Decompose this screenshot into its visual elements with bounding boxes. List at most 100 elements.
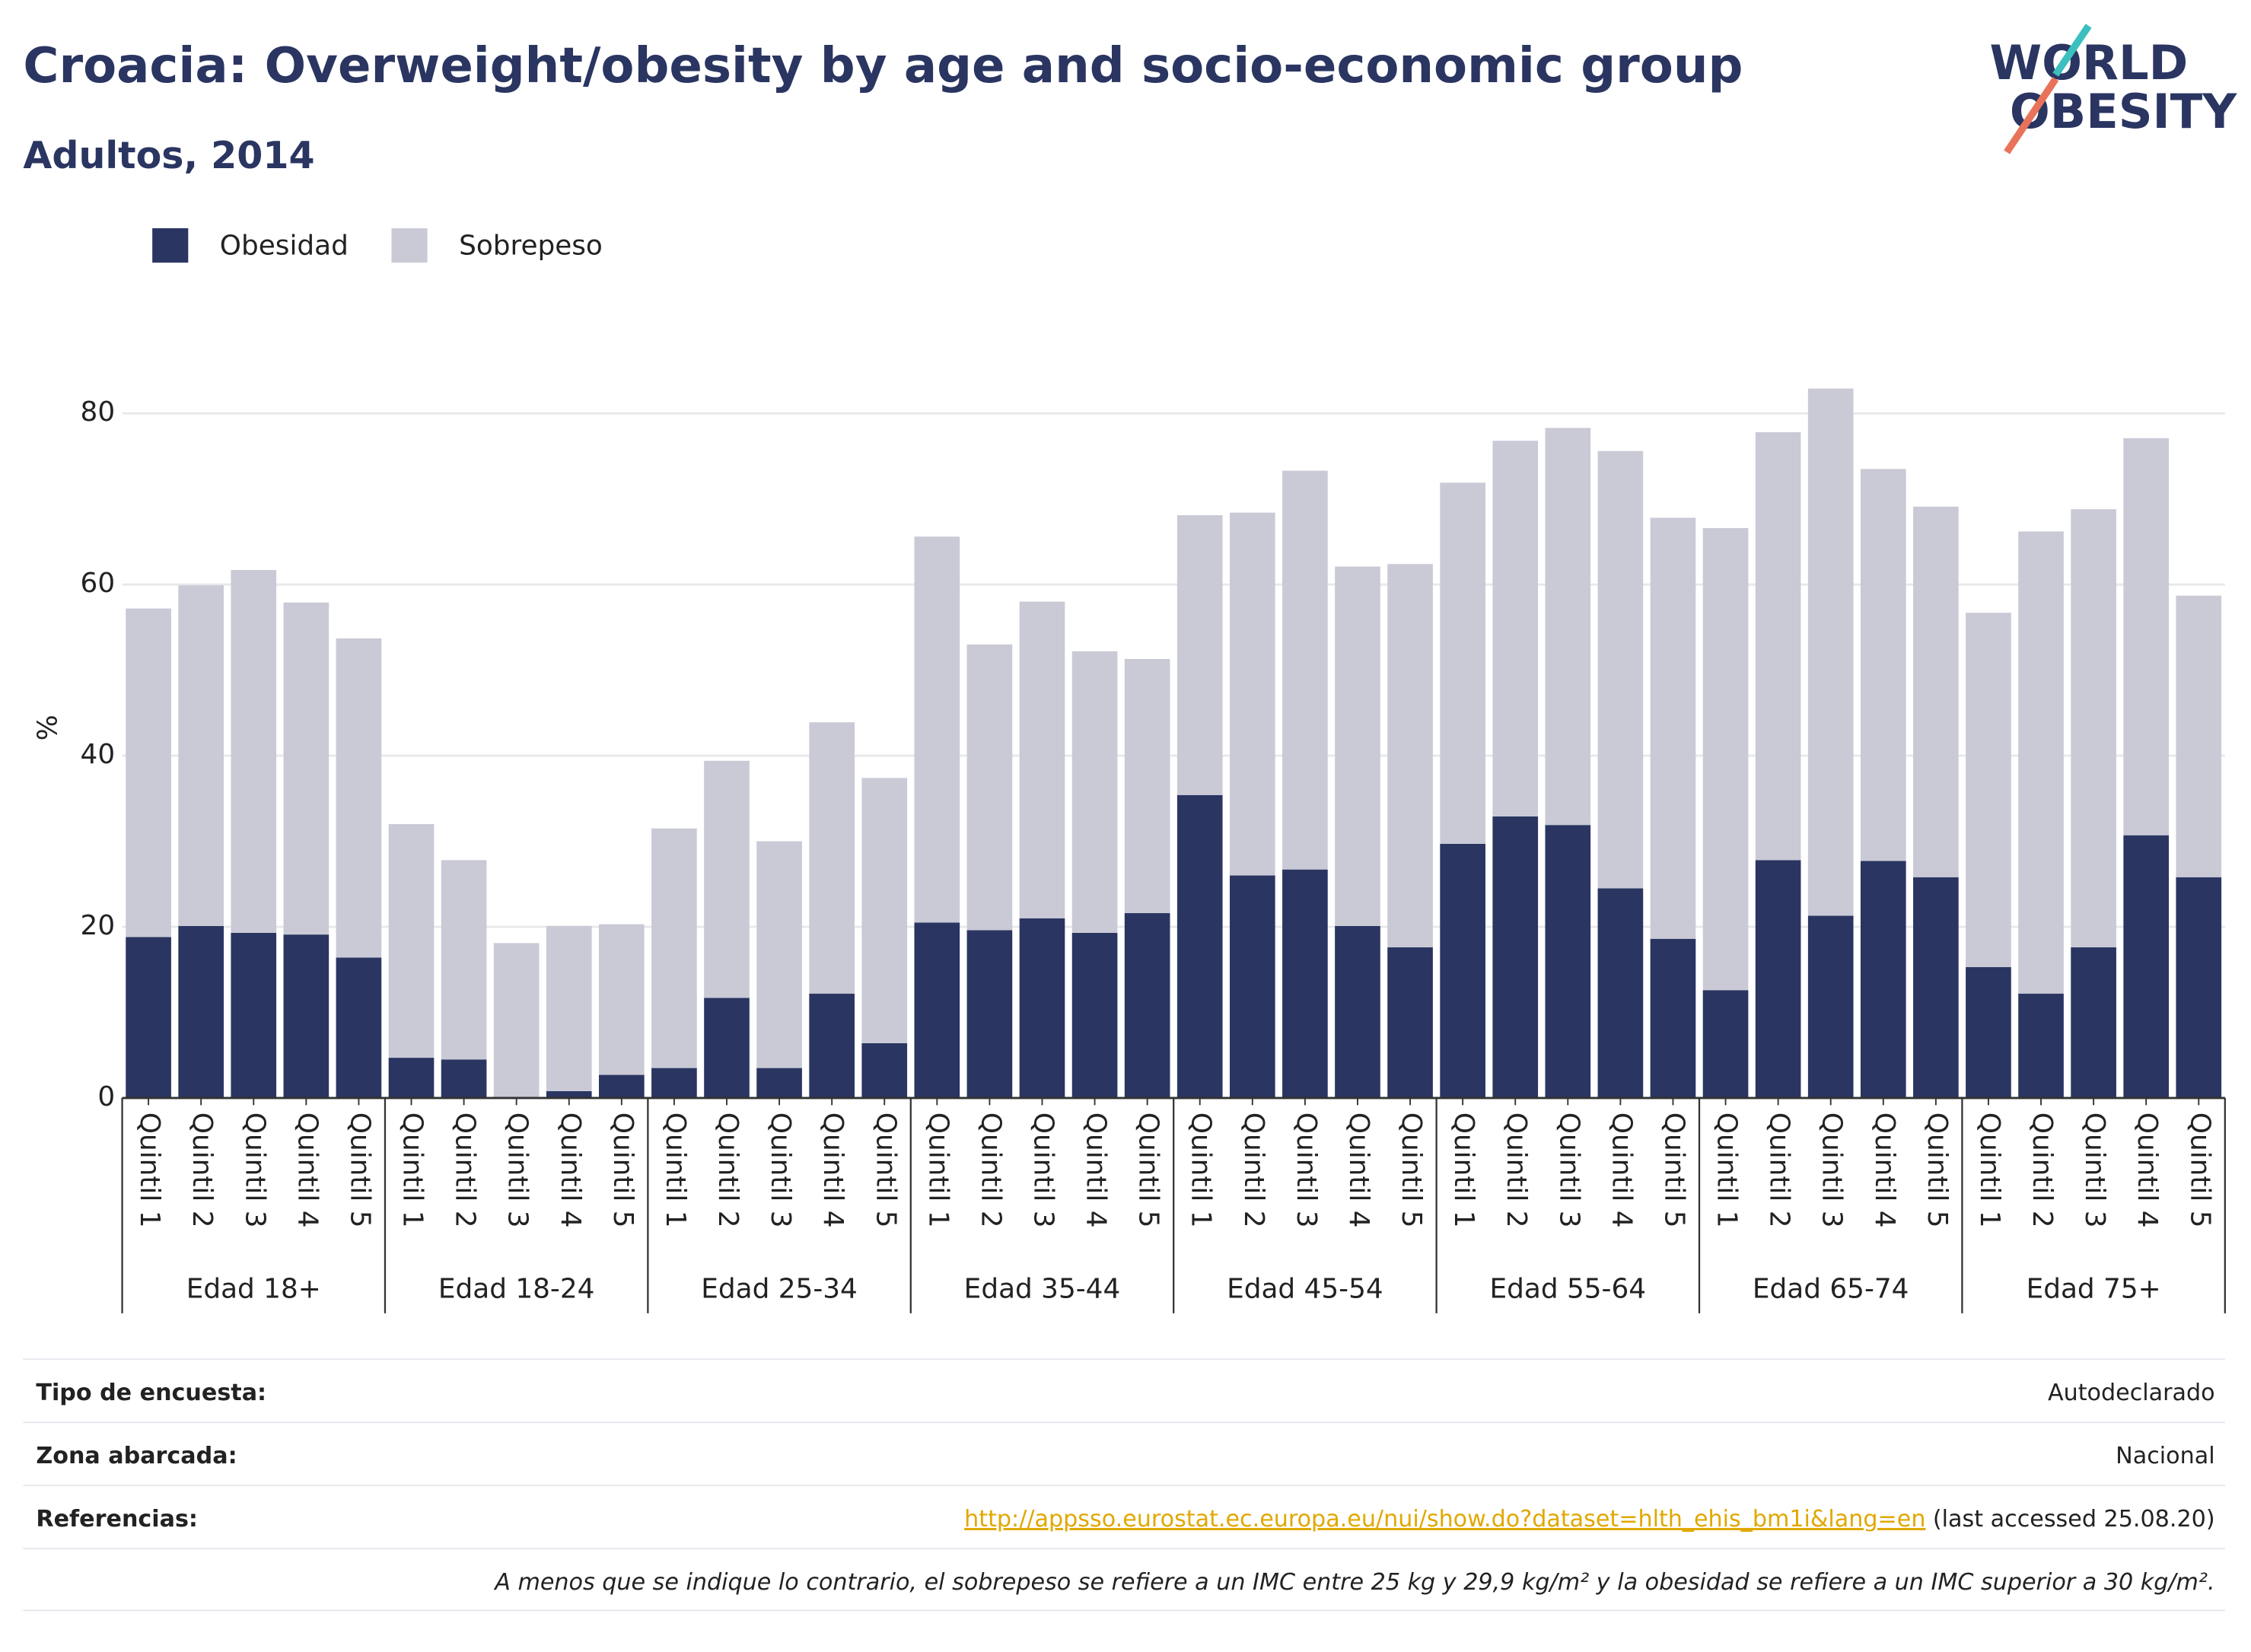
bar [2018, 993, 2064, 1098]
bar [966, 644, 1013, 931]
bar [493, 943, 540, 1098]
x-tick-label: Quintil 3 [1291, 1112, 1322, 1228]
bar [1860, 469, 1906, 861]
x-tick-label: Quintil 5 [1921, 1112, 1953, 1228]
bar [388, 1058, 435, 1098]
bar [1492, 816, 1539, 1098]
reference-link[interactable]: http://appsso.eurostat.ec.europa.eu/nui/… [964, 1506, 1925, 1533]
x-tick-label: Quintil 5 [1396, 1112, 1427, 1228]
group-label: Edad 18-24 [438, 1274, 595, 1305]
bar [2018, 531, 2064, 994]
x-tick-label: Quintil 2 [975, 1112, 1006, 1228]
bar [126, 937, 171, 1098]
bar [1071, 932, 1118, 1098]
bar [966, 930, 1013, 1098]
bar [599, 924, 645, 1075]
x-tick-label: Quintil 2 [1238, 1112, 1269, 1228]
x-tick-label: Quintil 4 [291, 1112, 323, 1228]
y-tick-label: 80 [81, 396, 116, 428]
x-tick-label: Quintil 5 [607, 1112, 638, 1228]
group-label: Edad 45-54 [1227, 1274, 1383, 1305]
x-tick-label: Quintil 3 [2079, 1112, 2110, 1228]
footer-label: Tipo de encuesta: [36, 1380, 266, 1406]
bar [599, 1074, 645, 1098]
bar [809, 722, 855, 994]
bar [1440, 482, 1485, 844]
y-tick-label: 20 [81, 910, 116, 941]
bar [1966, 966, 2011, 1098]
x-tick-label: Quintil 5 [870, 1112, 901, 1228]
x-tick-label: Quintil 5 [1133, 1112, 1164, 1228]
bar [1019, 918, 1065, 1098]
bar [546, 1090, 592, 1098]
x-tick-label: Quintil 4 [1343, 1112, 1374, 1228]
bar [1650, 517, 1696, 939]
x-tick-label: Quintil 5 [1658, 1112, 1689, 1228]
bar [231, 570, 277, 933]
bar [914, 922, 960, 1098]
bar [756, 1068, 802, 1098]
bar [1387, 947, 1433, 1098]
bar [1913, 877, 1959, 1098]
bar [336, 638, 382, 958]
bar [651, 1068, 697, 1098]
legend-label: Obesidad [220, 230, 349, 261]
bar [1860, 861, 1906, 1098]
bar [704, 760, 750, 998]
bar [1124, 659, 1170, 914]
group-label: Edad 25-34 [701, 1274, 858, 1305]
y-tick-label: 40 [81, 739, 116, 770]
x-tick-label: Quintil 4 [555, 1112, 586, 1228]
footer-note: (last accessed 25.08.20) [1933, 1506, 2215, 1533]
x-tick-label: Quintil 4 [2132, 1112, 2163, 1228]
bar [388, 824, 435, 1058]
bar [1702, 527, 1749, 991]
bar [2123, 835, 2170, 1098]
x-tick-label: Quintil 3 [1816, 1112, 1848, 1228]
disclaimer: A menos que se indique lo contrario, el … [493, 1569, 2214, 1596]
x-tick-label: Quintil 1 [660, 1112, 691, 1228]
bar [231, 932, 277, 1098]
bar [546, 925, 592, 1091]
bar [336, 957, 382, 1098]
x-tick-label: Quintil 1 [397, 1112, 428, 1228]
footer-value: Nacional [2116, 1443, 2214, 1469]
x-tick-label: Quintil 3 [765, 1112, 796, 1228]
bar [1492, 441, 1539, 816]
bar [1229, 512, 1275, 876]
x-tick-label: Quintil 2 [186, 1112, 218, 1228]
bar [914, 536, 960, 923]
x-tick-label: Quintil 1 [1711, 1112, 1743, 1228]
group-label: Edad 18+ [186, 1274, 321, 1305]
bar [126, 608, 171, 937]
bar [1176, 794, 1223, 1098]
x-tick-label: Quintil 2 [1501, 1112, 1532, 1228]
bar [756, 841, 802, 1068]
bar [283, 934, 330, 1098]
group-label: Edad 35-44 [964, 1274, 1121, 1305]
bar [1019, 601, 1065, 918]
bar [1229, 875, 1275, 1098]
bar [2176, 595, 2222, 877]
x-tick-label: Quintil 1 [1974, 1112, 2005, 1228]
bar [1282, 470, 1328, 870]
legend-swatch [152, 228, 189, 263]
x-tick-label: Quintil 3 [1553, 1112, 1584, 1228]
bar [283, 602, 330, 935]
bar [861, 1042, 908, 1098]
group-label: Edad 65-74 [1753, 1274, 1909, 1305]
bar [1755, 860, 1801, 1098]
bar [1545, 825, 1591, 1098]
footer: Tipo de encuesta: Autodeclarado Zona aba… [23, 1358, 2225, 1612]
bar [1597, 450, 1644, 889]
chart-subtitle: Adultos, 2014 [23, 133, 314, 177]
logo-slash-teal [2052, 24, 2092, 77]
bar [651, 828, 697, 1068]
bar [1335, 925, 1380, 1098]
footer-value: Autodeclarado [2048, 1380, 2215, 1406]
bar [1807, 388, 1854, 916]
bar [1124, 913, 1170, 1098]
x-tick-label: Quintil 1 [1186, 1112, 1217, 1228]
bar [861, 778, 908, 1043]
